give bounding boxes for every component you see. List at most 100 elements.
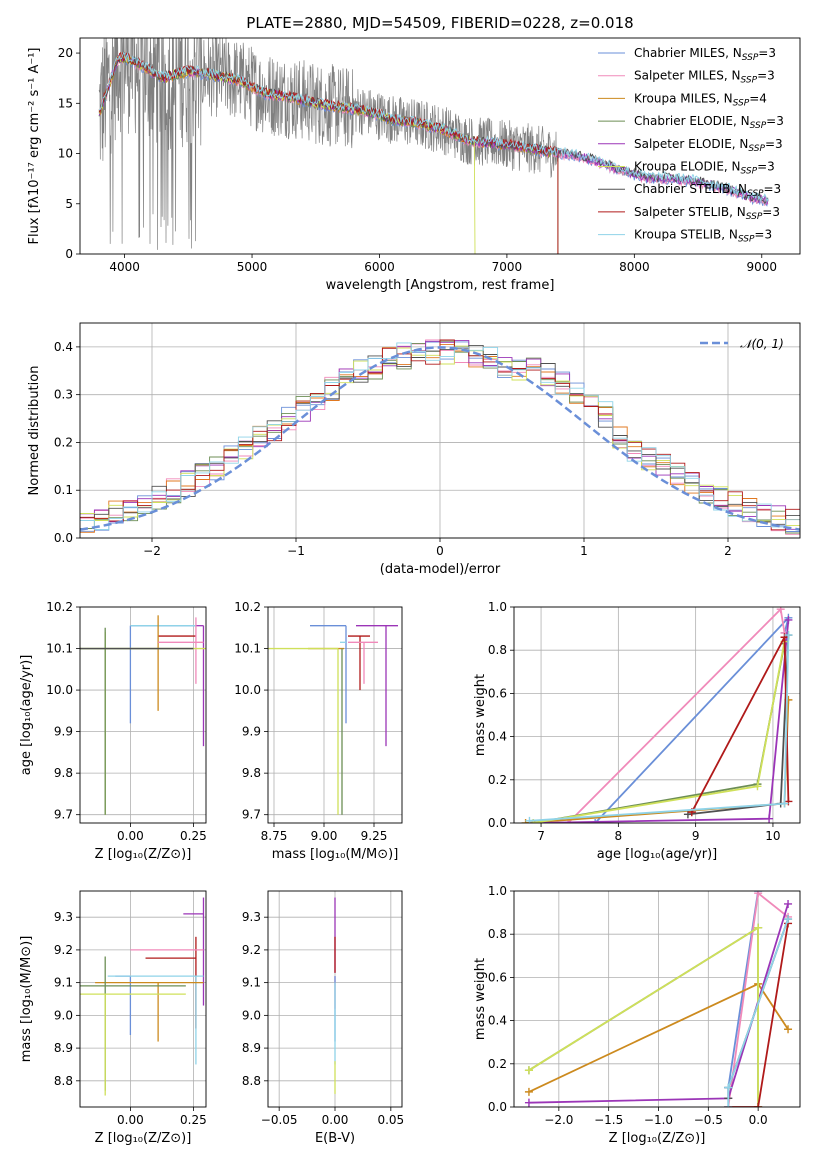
y-tick-label: 9.2 (54, 943, 73, 957)
weight-marker (784, 915, 793, 924)
legend-tail: =4 (749, 91, 767, 105)
x-tick-label: 9.25 (361, 829, 388, 843)
y-tick-label: 0.3 (54, 388, 73, 402)
y-tick-label: 0.4 (488, 1014, 507, 1028)
spectrum-plot: 4000 5000 6000 7000 8000 9000 0 5 10 15 20 waveleng… (27, 14, 801, 293)
axes-frame (79, 37, 801, 255)
y-tick-label: 9.8 (242, 766, 261, 780)
mass-age-plot: 8.75 9.00 9.25 9.7 9.8 9.9 10.0 10.1 10.2 mass [l… (234, 600, 403, 862)
residuals-plot: −2 −1 0 1 2 0.0 0.1 0.2 0.3 0.4 (data-model)/error… (27, 322, 801, 577)
x-tick-label: 7 (537, 829, 545, 843)
y-tick-label: 0.0 (488, 1100, 507, 1114)
weight-marker (591, 819, 600, 823)
y-tick-label: 8.8 (242, 1074, 261, 1088)
x-tick-label: −1 (287, 544, 305, 558)
mass-age-marks (268, 625, 398, 815)
chart-title: PLATE=2880, MJD=54509, FIBERID=0228, z=0… (246, 14, 633, 32)
axes-frame (79, 322, 801, 539)
weight-line-7 (728, 923, 789, 1107)
z-age-plot: 0.00 0.25 9.7 9.8 9.9 10.0 10.1 10.2 Z [log₁₀(Z/… (19, 600, 207, 862)
x-tick-label: 9000 (746, 260, 777, 274)
y-axis-label: Flux [fλ10⁻¹⁷ erg cm⁻² s⁻¹ A⁻¹] (27, 48, 42, 245)
y-tick-label: 0.1 (54, 483, 73, 497)
weight-line-3 (533, 643, 786, 823)
x-tick-label: 10 (765, 829, 780, 843)
y-tick-label: 10.2 (234, 600, 261, 614)
x-tick-label: 9 (692, 829, 700, 843)
y-tick-label: 9.1 (54, 976, 73, 990)
y-tick-label: 0.2 (54, 435, 73, 449)
weight-line-3 (528, 926, 759, 1107)
x-tick-label: −1.5 (594, 1113, 623, 1127)
x-tick-label: 8.75 (261, 829, 288, 843)
x-axis-label: Z [log₁₀(Z/Z⊙)] (95, 1131, 192, 1146)
z-weight-marks (524, 891, 793, 1107)
y-tick-label: 0.2 (488, 773, 507, 787)
weight-marker (784, 1025, 793, 1034)
x-tick-label: −0.05 (261, 1113, 298, 1127)
z-weight-plot: −2.0 −1.5 −1.0 −0.5 0.0 0.0 0.2 0.4 0.6 0.8 1.0 Z [… (473, 884, 801, 1146)
y-tick-label: 8.8 (54, 1074, 73, 1088)
y-tick-label: 9.3 (54, 910, 73, 924)
ebv-mass-plot: −0.05 0.00 0.05 8.8 8.9 9.0 9.1 9.2 9.3 E(B-V) (242, 890, 404, 1146)
weight-marker (765, 814, 774, 823)
y-tick-label: 10.0 (46, 683, 73, 697)
y-axis-label: Normed distribution (27, 366, 42, 496)
y-tick-label: 0.6 (488, 686, 507, 700)
x-tick-label: 0 (436, 544, 444, 558)
y-tick-label: 0.2 (488, 1057, 507, 1071)
model-spectrum-line-7 (98, 51, 559, 254)
axes-frame (267, 606, 403, 824)
weight-marker (524, 1066, 533, 1075)
y-axis-label: mass weight (473, 674, 488, 756)
legend-sub: SSP (746, 212, 763, 222)
y-tick-label: 9.7 (242, 808, 261, 822)
legend-sub: SSP (750, 121, 767, 131)
legend-tail: =3 (754, 228, 772, 242)
weight-marker (524, 1087, 533, 1096)
legend-sub: SSP (741, 76, 758, 86)
legend-entry: Chabrier ELODIE, NSSP=3 (634, 114, 784, 131)
x-tick-label: 0.00 (117, 829, 144, 843)
legend-sub: SSP (748, 144, 765, 154)
x-tick-label: 7000 (492, 260, 523, 274)
legend-entry: Chabrier STELIB, NSSP=3 (634, 182, 781, 199)
axes-frame (513, 890, 801, 1108)
y-tick-label: 9.7 (54, 808, 73, 822)
x-tick-label: −1.0 (644, 1113, 673, 1127)
x-tick-label: 8000 (619, 260, 650, 274)
weight-line-8 (529, 635, 790, 822)
y-tick-label: 0.6 (488, 970, 507, 984)
y-tick-label: 10.0 (234, 683, 261, 697)
y-axis-label: mass weight (473, 958, 488, 1040)
x-tick-label: 0.0 (749, 1113, 768, 1127)
x-tick-label: 0.00 (117, 1113, 144, 1127)
x-tick-label: 9.00 (311, 829, 338, 843)
y-tick-label: 9.9 (54, 725, 73, 739)
weight-marker (754, 891, 763, 898)
y-tick-label: 1.0 (488, 600, 507, 614)
x-axis-label: wavelength [Angstrom, rest frame] (326, 278, 555, 293)
legend-name: Salpeter ELODIE, N (634, 137, 748, 151)
residuals-marks (80, 339, 800, 535)
legend-name: Chabrier STELIB, N (634, 182, 747, 196)
legend-sub: SSP (738, 235, 755, 245)
x-axis-label: mass [log₁₀(M/M⊙)] (272, 847, 399, 862)
weight-marker (784, 615, 793, 624)
y-tick-label: 9.0 (242, 1008, 261, 1022)
axes-frame (79, 606, 207, 824)
x-tick-label: 0.05 (377, 1113, 404, 1127)
weight-marker (724, 1103, 733, 1107)
spectrum-marks (98, 38, 769, 254)
x-tick-label: 0.25 (180, 1113, 207, 1127)
weight-line-0 (594, 617, 790, 823)
age-weight-marks (521, 607, 793, 823)
y-tick-label: 0.4 (488, 730, 507, 744)
y-tick-label: 9.8 (54, 766, 73, 780)
x-axis-label: E(B-V) (315, 1131, 355, 1146)
model-spectrum-line-5 (98, 51, 476, 254)
y-tick-label: 0.4 (54, 340, 73, 354)
weight-marker (724, 1083, 733, 1092)
legend-name: Chabrier ELODIE, N (634, 114, 750, 128)
legend-tail: =3 (757, 69, 775, 83)
